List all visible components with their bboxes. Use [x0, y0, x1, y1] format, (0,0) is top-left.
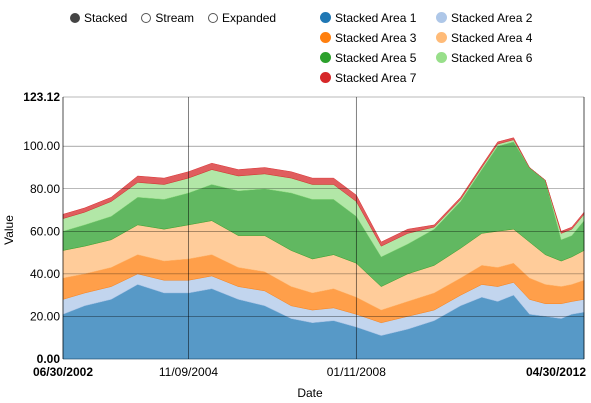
- stack-mode-controls: Stacked Stream Expanded: [70, 11, 276, 25]
- legend-label: Stacked Area 4: [451, 30, 533, 45]
- y-tick-label: 20.00: [30, 309, 60, 323]
- legend-label: Stacked Area 2: [451, 10, 533, 25]
- legend-swatch-icon: [436, 12, 447, 23]
- legend-swatch-icon: [320, 52, 331, 63]
- grid-layer: [62, 96, 585, 360]
- y-axis: 0.00 20.00 40.00 60.00 80.00 100.00 123.12: [23, 90, 60, 366]
- expanded-label: Expanded: [222, 11, 277, 25]
- legend-swatch-icon: [320, 72, 331, 83]
- stream-option[interactable]: Stream: [141, 11, 194, 25]
- x-tick-label: 11/09/2004: [159, 365, 218, 379]
- expanded-radio-icon[interactable]: [208, 13, 219, 23]
- legend-label: Stacked Area 7: [335, 70, 417, 85]
- legend-item[interactable]: Stacked Area 3: [320, 30, 436, 45]
- x-axis-label: Date: [297, 386, 323, 400]
- legend-swatch-icon: [436, 52, 447, 63]
- stream-label: Stream: [155, 11, 195, 25]
- legend-item[interactable]: Stacked Area 1: [320, 10, 436, 25]
- legend-label: Stacked Area 3: [335, 30, 417, 45]
- x-tick-label: 04/30/2012: [526, 365, 586, 379]
- legend-label: Stacked Area 5: [335, 50, 417, 65]
- areas-layer: [62, 137, 585, 360]
- legend-item[interactable]: Stacked Area 5: [320, 50, 436, 65]
- legend-label: Stacked Area 6: [451, 50, 533, 65]
- legend-swatch-icon: [320, 32, 331, 43]
- y-tick-label: 60.00: [30, 224, 60, 238]
- y-tick-label: 80.00: [30, 182, 60, 196]
- x-tick-label: 06/30/2002: [33, 365, 93, 379]
- stacked-option[interactable]: Stacked: [70, 11, 127, 25]
- y-tick-label: 100.00: [23, 139, 60, 153]
- y-tick-label: 0.00: [37, 352, 61, 366]
- x-axis: 06/30/2002 11/09/2004 01/11/2008 04/30/2012: [33, 365, 586, 379]
- stacked-radio-icon[interactable]: [70, 13, 80, 23]
- y-tick-label: 40.00: [30, 267, 60, 281]
- legend: Stacked Area 1 Stacked Area 2 Stacked Area…: [320, 10, 560, 85]
- stream-radio-icon[interactable]: [141, 13, 152, 23]
- legend-swatch-icon: [436, 32, 447, 43]
- legend-label: Stacked Area 1: [335, 10, 417, 25]
- y-tick-label: 123.12: [23, 90, 60, 104]
- legend-item[interactable]: Stacked Area 7: [320, 70, 436, 85]
- expanded-option[interactable]: Expanded: [208, 11, 276, 25]
- legend-item[interactable]: Stacked Area 6: [436, 50, 552, 65]
- y-axis-label: Value: [2, 215, 16, 245]
- legend-swatch-icon: [320, 12, 331, 23]
- legend-item[interactable]: Stacked Area 4: [436, 30, 552, 45]
- x-tick-label: 01/11/2008: [327, 365, 386, 379]
- legend-item[interactable]: Stacked Area 2: [436, 10, 552, 25]
- stacked-label: Stacked: [84, 11, 128, 25]
